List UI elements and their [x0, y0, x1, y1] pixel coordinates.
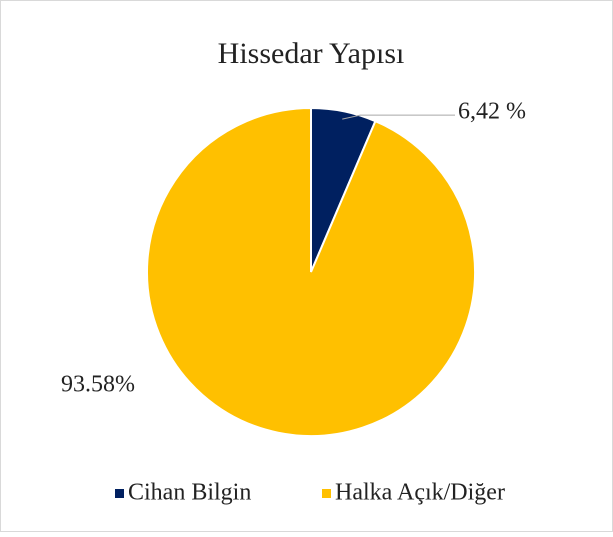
legend-swatch — [322, 489, 331, 498]
chart-title: Hissedar Yapısı — [218, 37, 405, 70]
legend-swatch — [115, 489, 124, 498]
pie-slice — [146, 106, 476, 437]
data-label: 93.58% — [61, 372, 135, 398]
legend-label: Halka Açık/Diğer — [335, 480, 505, 506]
leader-line — [342, 114, 455, 120]
data-label: 6,42 % — [458, 99, 526, 125]
legend-label: Cihan Bilgin — [128, 480, 251, 506]
